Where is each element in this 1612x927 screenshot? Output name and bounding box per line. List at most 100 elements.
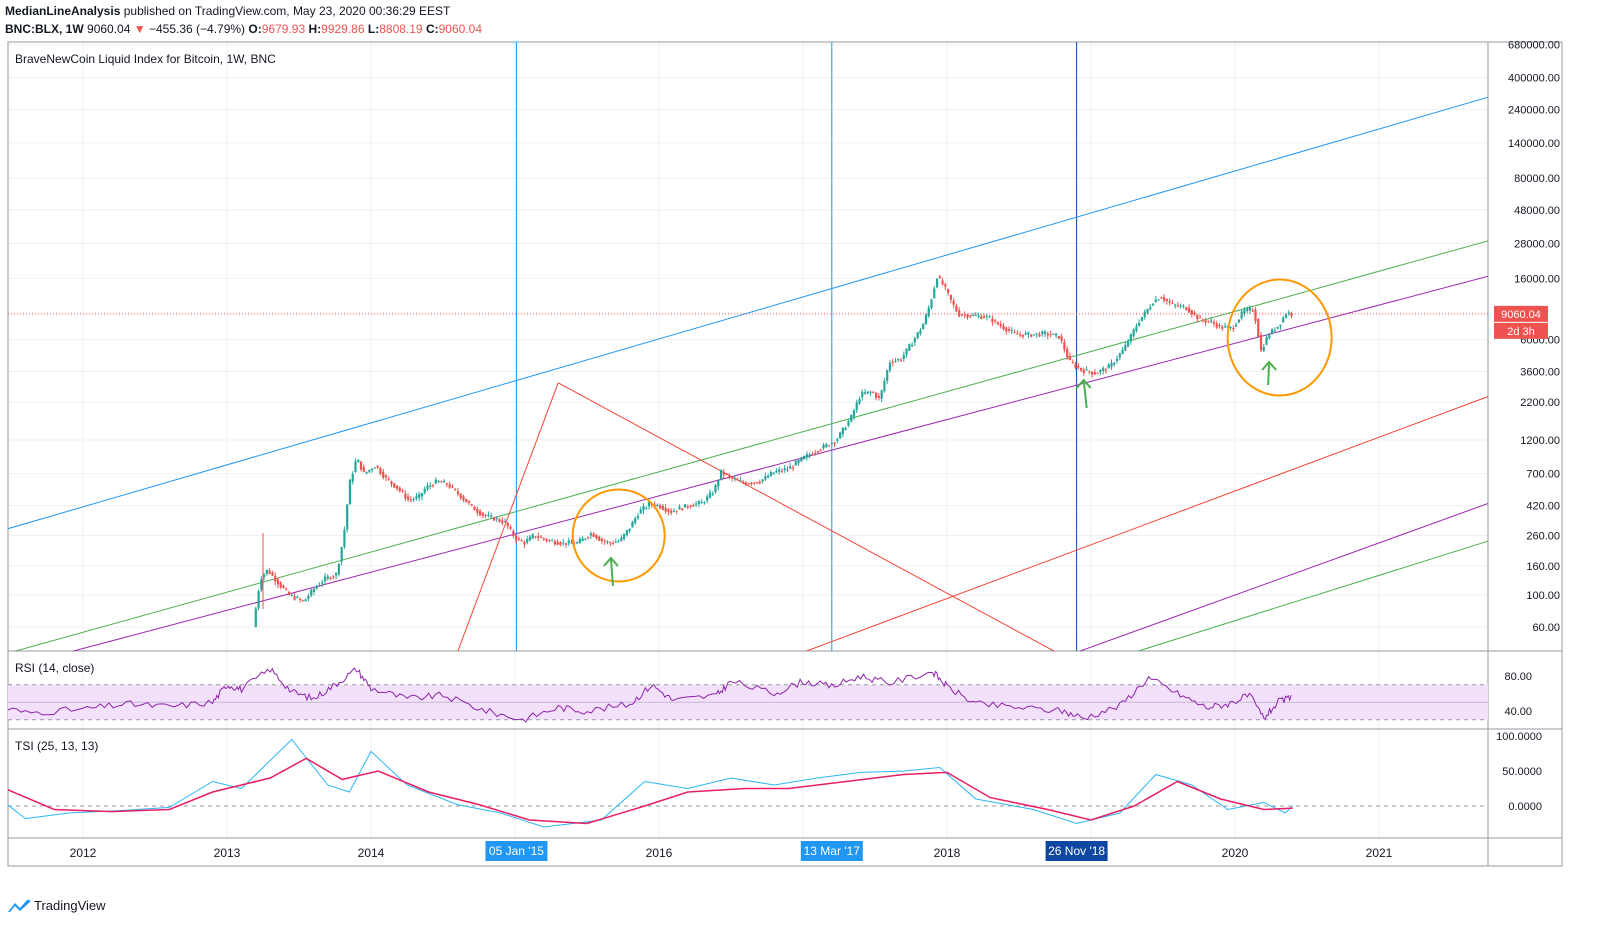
candle-body	[935, 278, 939, 288]
candle-body	[880, 390, 883, 399]
candle-body	[1176, 305, 1180, 307]
candle-body	[1102, 368, 1105, 371]
candle-body	[1196, 314, 1199, 320]
candle-body	[681, 508, 684, 511]
candle-body	[1135, 326, 1138, 331]
candle-body	[991, 318, 994, 323]
candle-body	[537, 536, 540, 538]
candle-body	[263, 574, 266, 578]
candle-body	[755, 482, 759, 484]
candle-body	[562, 542, 565, 544]
candle-body	[1151, 304, 1155, 306]
candle-body	[301, 600, 304, 602]
candle-body	[1276, 326, 1279, 329]
candle-body	[855, 402, 858, 411]
candle-body	[1093, 372, 1096, 375]
candle-body	[1290, 312, 1293, 316]
candle-body	[747, 483, 750, 485]
candle-body	[949, 294, 952, 300]
candle-body	[290, 595, 293, 597]
candle-body	[368, 469, 371, 472]
candle-body	[390, 480, 393, 484]
candle-body	[1284, 314, 1288, 318]
price-axis-label: 60.00	[1532, 622, 1560, 634]
candle-body	[736, 479, 739, 481]
price-axis-label: 80000.00	[1514, 173, 1560, 185]
time-axis-label: 2016	[646, 846, 673, 860]
candle-body	[661, 506, 664, 510]
candle-body	[379, 468, 382, 474]
candle-body	[1149, 307, 1152, 310]
candle-body	[575, 542, 579, 544]
tsi-title: TSI (25, 13, 13)	[15, 739, 98, 753]
candle-body	[1046, 333, 1049, 336]
candle-body	[506, 522, 509, 527]
publisher-name[interactable]: MedianLineAnalysis	[5, 4, 121, 18]
candle-body	[1190, 310, 1193, 315]
candle-body	[930, 299, 933, 308]
candle-body	[1107, 364, 1110, 369]
candle-body	[670, 510, 673, 513]
chart-frame	[7, 41, 1563, 867]
chart-title: BraveNewCoin Liquid Index for Bitcoin, 1…	[15, 52, 276, 66]
candle-body	[395, 485, 399, 489]
candle-body	[376, 465, 379, 468]
symbol-info: BNC:BLX, 1W 9060.04 ▼ −455.36 (−4.79%) O…	[5, 21, 482, 37]
candle-body	[279, 582, 282, 588]
published-text: published on TradingView.com, May 23, 20…	[123, 4, 451, 18]
candle-body	[708, 492, 712, 498]
price-axis-label: 1200.00	[1520, 435, 1560, 447]
footer-brand[interactable]: TradingView	[8, 898, 106, 913]
candle-body	[800, 457, 803, 462]
candle-body	[340, 547, 343, 562]
time-axis-label: 2014	[358, 846, 385, 860]
candle-body	[888, 362, 892, 371]
candle-body	[1243, 309, 1246, 315]
candle-body	[335, 573, 338, 576]
candle-body	[1121, 349, 1124, 355]
candle-body	[980, 316, 983, 319]
current-price-badge	[1494, 305, 1548, 322]
candle-body	[1207, 320, 1210, 322]
candle-body	[686, 506, 689, 508]
price-axis-label: 260.00	[1526, 530, 1560, 542]
candle-body	[1187, 307, 1191, 313]
candle-body	[636, 515, 640, 519]
candle-body	[678, 506, 681, 510]
candle-body	[863, 392, 867, 394]
candle-body	[808, 454, 811, 456]
candle-body	[512, 530, 515, 537]
candle-body	[852, 410, 856, 417]
candle-body	[891, 361, 894, 364]
tsi-line	[8, 738, 1293, 828]
candle-body	[836, 439, 839, 441]
tsi-axis-label: 100.0000	[1496, 731, 1542, 743]
candle-body	[634, 518, 637, 523]
price-axis-label: 240000.00	[1508, 104, 1560, 116]
candle-body	[531, 534, 534, 539]
candle-body	[1099, 370, 1102, 373]
price-axis-label: 680000.00	[1508, 39, 1560, 51]
candle-body	[393, 483, 396, 488]
high-value: 9929.86	[321, 22, 365, 36]
candle-body	[448, 484, 451, 488]
candle-body	[869, 391, 872, 393]
candle-body	[462, 496, 465, 501]
candle-body	[1127, 341, 1130, 347]
candle-body	[1171, 303, 1174, 305]
annotations	[571, 278, 1333, 587]
candle-body	[645, 507, 648, 509]
candle-body	[1052, 333, 1055, 335]
candle-body	[913, 338, 916, 343]
candle-body	[1185, 307, 1188, 310]
price-axis-label: 16000.00	[1514, 273, 1560, 285]
candle-body	[1254, 309, 1257, 322]
candle-body	[1068, 356, 1072, 361]
trendline-purple	[1078, 502, 1488, 651]
candle-body	[717, 480, 720, 487]
candle-body	[1096, 373, 1099, 375]
symbol-name: BNC:BLX, 1W	[5, 22, 84, 36]
candle-body	[1140, 317, 1144, 321]
candle-body	[933, 288, 936, 299]
